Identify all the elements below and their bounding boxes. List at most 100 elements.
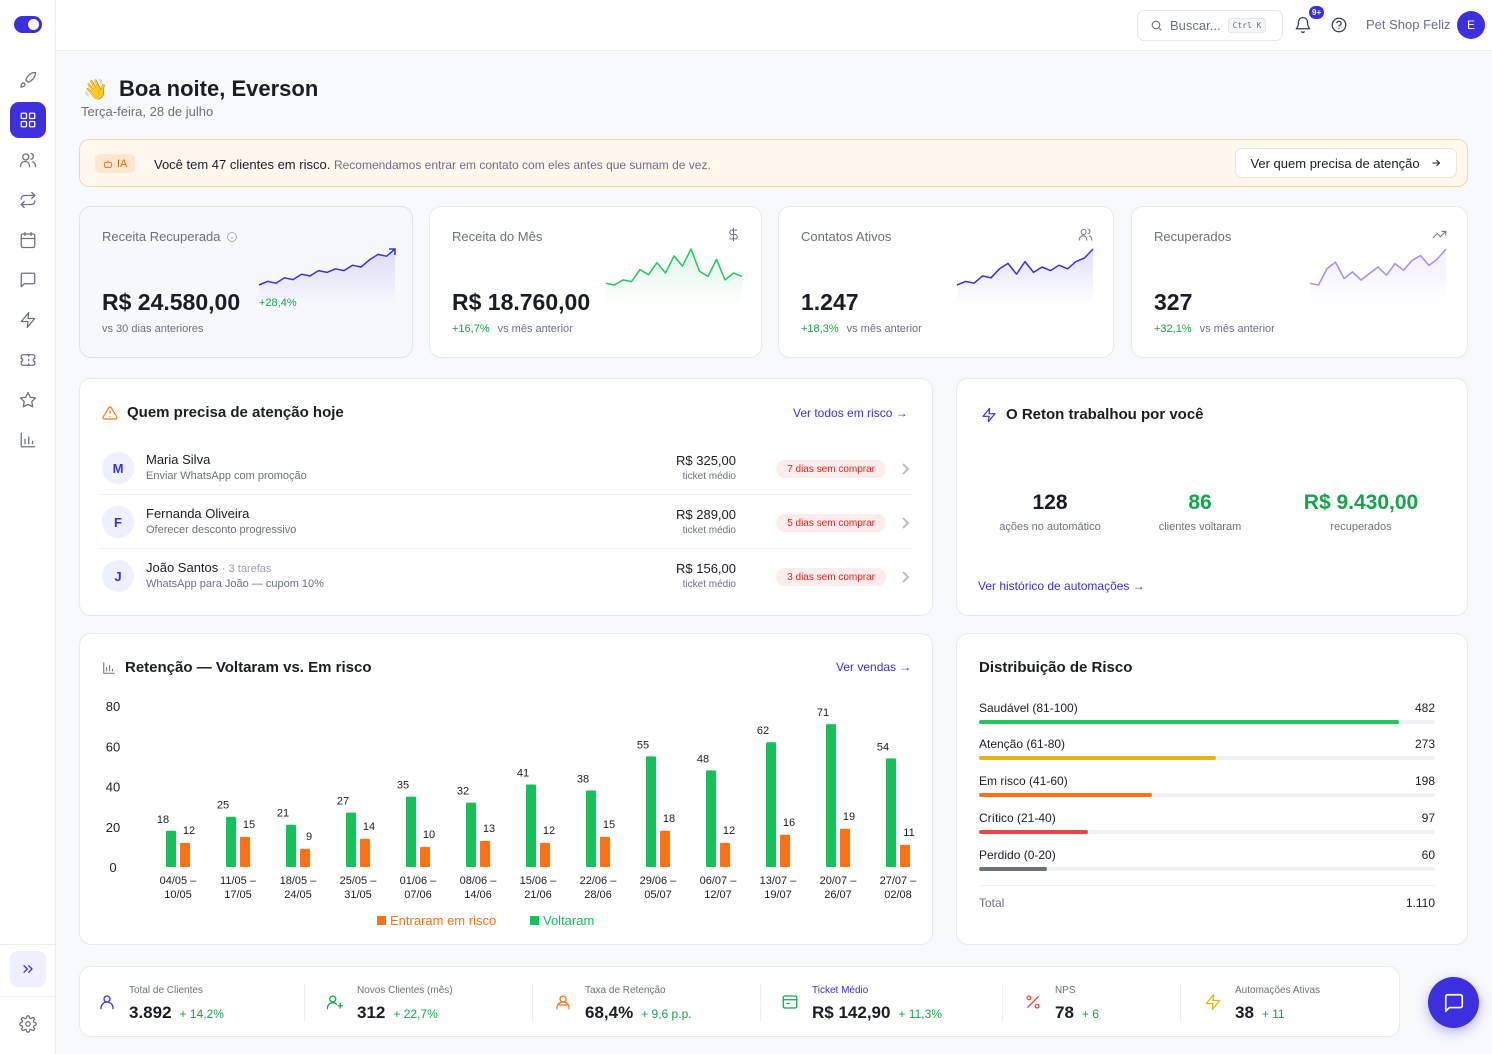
distribution-count: 198	[1414, 774, 1435, 788]
distribution-bar	[979, 830, 1089, 834]
legend-swatch	[530, 916, 539, 925]
x-tick-label: 10/05	[164, 889, 192, 901]
stat-label: Taxa de Retenção	[585, 985, 666, 996]
bar-value-label: 35	[397, 780, 409, 792]
bar-voltaram	[166, 830, 176, 867]
distribution-track	[979, 867, 1435, 871]
distribution-count: 273	[1414, 737, 1435, 751]
distribution-label: Saudável (81-100)	[979, 701, 1078, 715]
users-icon	[1078, 227, 1093, 242]
customer-avatar: J	[102, 560, 134, 592]
distribution-bar	[979, 756, 1217, 760]
chat-button[interactable]	[1428, 977, 1479, 1028]
kpi-foot: +32,1% vs mês anterior	[1154, 323, 1275, 335]
expand-sidebar-button[interactable]	[10, 951, 46, 987]
kpi-sparkline	[605, 248, 743, 305]
distribution-track	[979, 756, 1435, 760]
nav-bolt-icon[interactable]	[10, 302, 46, 338]
avatar[interactable]: E	[1457, 11, 1485, 39]
bell-icon[interactable]	[1294, 16, 1312, 34]
sparkline-area	[1310, 249, 1446, 305]
bar-value-label: 16	[783, 817, 795, 829]
stat-label: Ticket Médio	[812, 985, 869, 996]
bar-entraram-em-risco	[720, 842, 730, 867]
bar-entraram-em-risco	[660, 830, 670, 867]
nav-dashboard-icon[interactable]	[10, 102, 46, 138]
customer-avatar: M	[102, 452, 134, 484]
nav-ticket-icon[interactable]	[10, 342, 46, 378]
kpi-card-recovered[interactable]: Recuperados 327 +32,1% vs mês anterior	[1131, 206, 1468, 358]
bar-voltaram	[646, 756, 656, 867]
trend-up-icon	[1432, 227, 1447, 242]
bar-entraram-em-risco	[300, 848, 310, 867]
app-logo[interactable]	[14, 16, 42, 33]
distribution-total-label: Total	[979, 896, 1005, 910]
y-tick-label: 60	[106, 739, 120, 754]
distribution-row-healthy: Saudável (81-100) 482	[979, 701, 1435, 724]
bar-value-label: 12	[543, 825, 555, 837]
search-shortcut: Ctrl K	[1227, 18, 1267, 33]
distribution-row-at-risk: Em risco (41-60) 198	[979, 774, 1435, 797]
bar-value-label: 21	[277, 808, 289, 820]
ticket-value: R$ 289,00	[676, 507, 736, 522]
nav-users-icon[interactable]	[10, 142, 46, 178]
at-risk-row[interactable]: J João Santos · 3 tarefas WhatsApp para …	[100, 551, 912, 603]
chevron-right-icon	[900, 516, 910, 529]
nav-settings-icon[interactable]	[10, 1006, 46, 1042]
view-all-at-risk-link[interactable]: Ver todos em risco →	[793, 406, 908, 420]
distribution-row-critical: Crítico (21-40) 97	[979, 811, 1435, 834]
bar-voltaram	[466, 802, 476, 867]
stat-value: 68,4% + 9,6 p.p.	[585, 1003, 692, 1022]
chevrons-right-icon	[23, 965, 33, 973]
kpi-card-active-contacts[interactable]: Contatos Ativos 1.247 +18,3% vs mês anter…	[778, 206, 1114, 358]
x-tick-label: 24/05	[284, 889, 312, 901]
bar-value-label: 19	[843, 811, 855, 823]
distribution-count: 60	[1421, 848, 1435, 862]
customer-action: Oferecer desconto progressivo	[146, 524, 297, 536]
reton-stat-actions: 128	[1032, 491, 1068, 514]
dollar-icon	[726, 227, 741, 242]
attention-title: Quem precisa de atenção hoje	[102, 404, 344, 421]
bar-entraram-em-risco	[420, 846, 430, 867]
at-risk-row[interactable]: M Maria Silva Enviar WhatsApp com promoç…	[100, 443, 912, 495]
nav-message-icon[interactable]	[10, 262, 46, 298]
kpi-card-revenue-recovered[interactable]: Receita Recuperada R$ 24.580,00 +28,4% v…	[79, 206, 413, 358]
stat-divider	[1180, 984, 1181, 1022]
nav-chart-icon[interactable]	[10, 422, 46, 458]
nav-repeat-icon[interactable]	[10, 182, 46, 218]
sidebar	[0, 0, 56, 1054]
at-risk-row[interactable]: F Fernanda Oliveira Oferecer desconto pr…	[100, 497, 912, 549]
x-tick-label: 04/05 –	[160, 875, 198, 887]
x-tick-label: 06/07 –	[700, 875, 738, 887]
user-plus-icon	[326, 993, 344, 1011]
search-input[interactable]: Buscar... Ctrl K	[1137, 10, 1283, 41]
x-tick-label: 18/05 –	[280, 875, 318, 887]
stat-label: NPS	[1055, 985, 1076, 996]
x-tick-label: 12/07	[704, 889, 732, 901]
sparkline-arrowhead	[389, 248, 396, 255]
y-tick-label: 0	[109, 860, 116, 875]
bar-voltaram	[586, 790, 596, 867]
kpi-label: Contatos Ativos	[801, 229, 892, 244]
help-icon[interactable]	[1330, 16, 1348, 34]
distribution-label: Perdido (0-20)	[979, 848, 1056, 862]
view-sales-link[interactable]: Ver vendas →	[836, 660, 912, 674]
nav-star-icon[interactable]	[10, 382, 46, 418]
days-badge: 7 dias sem comprar	[776, 460, 886, 478]
kpi-card-monthly-revenue[interactable]: Receita do Mês R$ 18.760,00 +16,7% vs mês…	[429, 206, 762, 358]
bar-value-label: 54	[877, 741, 889, 753]
bar-entraram-em-risco	[180, 842, 190, 867]
nav-rocket-icon[interactable]	[10, 62, 46, 98]
stat-retention-rate: Taxa de Retenção 68,4% + 9,6 p.p.	[554, 967, 754, 1038]
kpi-value: R$ 18.760,00	[452, 289, 591, 315]
stat-divider	[304, 984, 305, 1022]
sparkline-area	[259, 249, 395, 305]
automation-history-link[interactable]: Ver histórico de automações →	[978, 579, 1145, 593]
stat-divider	[532, 984, 533, 1022]
distribution-row-attention: Atenção (61-80) 273	[979, 737, 1435, 760]
nav-calendar-icon[interactable]	[10, 222, 46, 258]
bar-voltaram	[226, 816, 236, 867]
shop-name[interactable]: Pet Shop Feliz	[1366, 17, 1451, 32]
sparkline-line	[605, 248, 743, 286]
view-attention-button[interactable]: Ver quem precisa de atenção	[1235, 148, 1457, 178]
